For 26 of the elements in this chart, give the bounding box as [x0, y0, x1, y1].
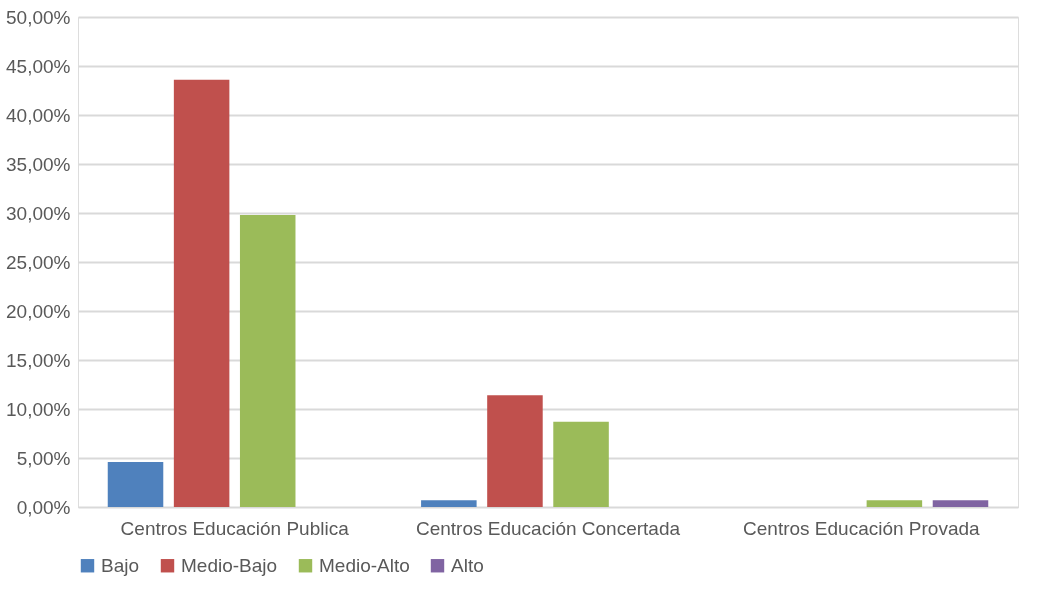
bar [421, 500, 477, 507]
y-tick-label: 30,00% [6, 202, 71, 224]
bar [866, 500, 923, 507]
legend-label: Bajo [101, 554, 140, 576]
bar [107, 461, 164, 507]
y-tick-label: 50,00% [6, 6, 71, 28]
y-tick-label: 10,00% [6, 398, 71, 420]
bar [239, 214, 296, 507]
bar [173, 79, 230, 507]
y-tick-label: 0,00% [16, 496, 71, 518]
y-tick-label: 35,00% [6, 153, 71, 175]
legend-label: Alto [451, 554, 484, 576]
y-tick-label: 5,00% [16, 447, 71, 469]
x-tick-label: Centros Educación Provada [743, 517, 981, 539]
y-tick-label: 45,00% [6, 55, 71, 77]
legend-label: Medio-Alto [319, 554, 410, 576]
x-tick-label: Centros Educación Concertada [415, 517, 681, 539]
bar [487, 395, 543, 507]
y-tick-label: 40,00% [6, 104, 71, 126]
x-tick-label: Centros Educación Publica [120, 517, 350, 539]
y-tick-label: 25,00% [6, 251, 71, 273]
y-tick-label: 20,00% [6, 300, 71, 322]
bar [553, 421, 609, 507]
y-tick-label: 15,00% [6, 349, 71, 371]
bar [932, 500, 989, 507]
legend-label: Medio-Bajo [181, 554, 278, 576]
